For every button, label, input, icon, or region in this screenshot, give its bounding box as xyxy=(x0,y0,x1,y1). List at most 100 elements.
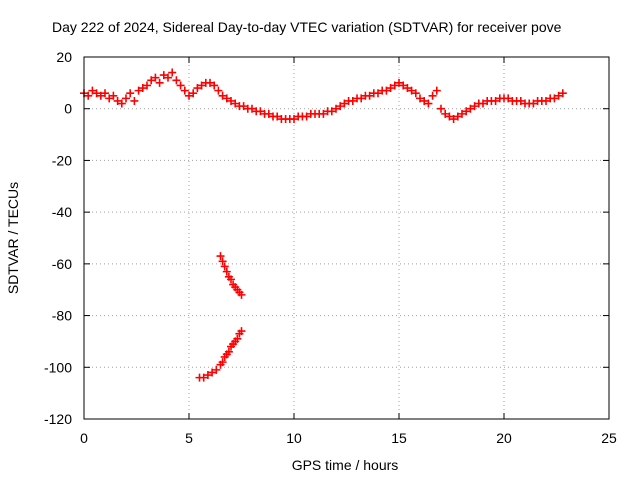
data-point xyxy=(336,102,345,111)
data-points xyxy=(80,68,567,382)
series-lower-low-branch xyxy=(195,327,246,382)
data-point xyxy=(185,91,193,100)
data-point xyxy=(231,99,240,108)
data-point xyxy=(466,104,475,113)
data-point xyxy=(101,89,109,98)
data-point xyxy=(273,112,282,121)
chart-title: Day 222 of 2024, Sidereal Day-to-day VTE… xyxy=(52,19,562,35)
data-point xyxy=(168,68,177,77)
data-point xyxy=(428,91,437,100)
plot-frame xyxy=(83,56,610,420)
data-point xyxy=(340,99,349,108)
data-point xyxy=(233,334,242,343)
data-point xyxy=(222,267,231,276)
x-tick-label: 5 xyxy=(185,430,193,446)
data-point xyxy=(96,91,105,100)
data-point xyxy=(222,94,231,103)
data-point xyxy=(319,109,328,118)
data-point xyxy=(365,91,374,100)
y-axis-label: SDTVAR / TECUs xyxy=(5,182,21,294)
data-point xyxy=(264,109,273,118)
data-point xyxy=(256,107,265,116)
data-point xyxy=(227,96,235,105)
data-point xyxy=(248,104,256,113)
data-point xyxy=(239,102,248,111)
data-point xyxy=(197,81,206,90)
y-tick-label: -120 xyxy=(44,411,72,427)
data-point xyxy=(395,78,403,87)
data-point xyxy=(143,81,151,90)
data-point xyxy=(445,112,454,121)
data-point xyxy=(462,107,471,116)
series-upper-low-branch xyxy=(216,252,246,299)
y-tick-label: -60 xyxy=(52,256,72,272)
data-point xyxy=(109,91,118,100)
data-point xyxy=(147,76,156,85)
data-point xyxy=(130,96,139,105)
data-point xyxy=(155,78,164,87)
data-point xyxy=(327,107,336,116)
series-main-trace xyxy=(80,68,567,124)
data-point xyxy=(138,84,147,93)
data-point xyxy=(189,89,198,98)
data-point xyxy=(113,96,122,105)
data-point xyxy=(237,327,246,336)
data-point xyxy=(84,91,93,100)
data-point xyxy=(432,86,441,95)
data-point xyxy=(172,76,181,85)
data-point xyxy=(529,99,538,108)
data-point xyxy=(180,86,189,95)
data-point xyxy=(218,257,227,266)
data-point xyxy=(224,347,233,356)
data-point xyxy=(458,109,466,118)
x-tick-label: 15 xyxy=(391,430,407,446)
y-tick-label: -100 xyxy=(44,359,72,375)
data-point xyxy=(542,96,550,105)
x-tick-label: 25 xyxy=(601,430,617,446)
x-tick-label: 0 xyxy=(80,430,88,446)
y-tick-label: -40 xyxy=(52,204,72,220)
x-tick-label: 10 xyxy=(286,430,302,446)
data-point xyxy=(332,104,340,113)
data-point xyxy=(126,89,135,98)
y-tick-label: -80 xyxy=(52,308,72,324)
data-point xyxy=(390,81,399,90)
data-point xyxy=(218,91,227,100)
data-point xyxy=(357,94,366,103)
y-tick-label: 20 xyxy=(56,49,72,65)
data-point xyxy=(208,368,217,377)
data-point xyxy=(302,112,311,121)
data-point xyxy=(164,73,172,82)
data-point xyxy=(227,275,235,284)
data-point xyxy=(203,371,212,380)
data-point xyxy=(479,99,487,108)
data-point xyxy=(105,94,114,103)
data-point xyxy=(554,91,563,100)
data-point xyxy=(424,99,433,108)
data-point xyxy=(516,96,525,105)
data-point xyxy=(550,94,559,103)
data-point xyxy=(407,86,416,95)
data-point xyxy=(374,89,382,98)
data-point xyxy=(92,89,101,98)
data-point xyxy=(470,102,479,111)
data-point xyxy=(504,94,513,103)
data-point xyxy=(193,84,202,93)
data-point xyxy=(437,104,445,113)
data-point xyxy=(441,109,450,118)
data-point xyxy=(453,112,462,121)
data-point xyxy=(290,115,298,124)
data-point xyxy=(449,115,458,124)
data-point xyxy=(420,96,429,105)
data-point xyxy=(348,96,357,105)
data-point xyxy=(134,86,143,95)
data-point xyxy=(382,86,391,95)
data-point xyxy=(212,365,221,374)
data-point xyxy=(214,86,223,95)
data-point xyxy=(122,94,130,103)
y-tick-label: 0 xyxy=(64,101,72,117)
x-axis-label: GPS time / hours xyxy=(292,457,399,473)
data-point xyxy=(206,78,214,87)
